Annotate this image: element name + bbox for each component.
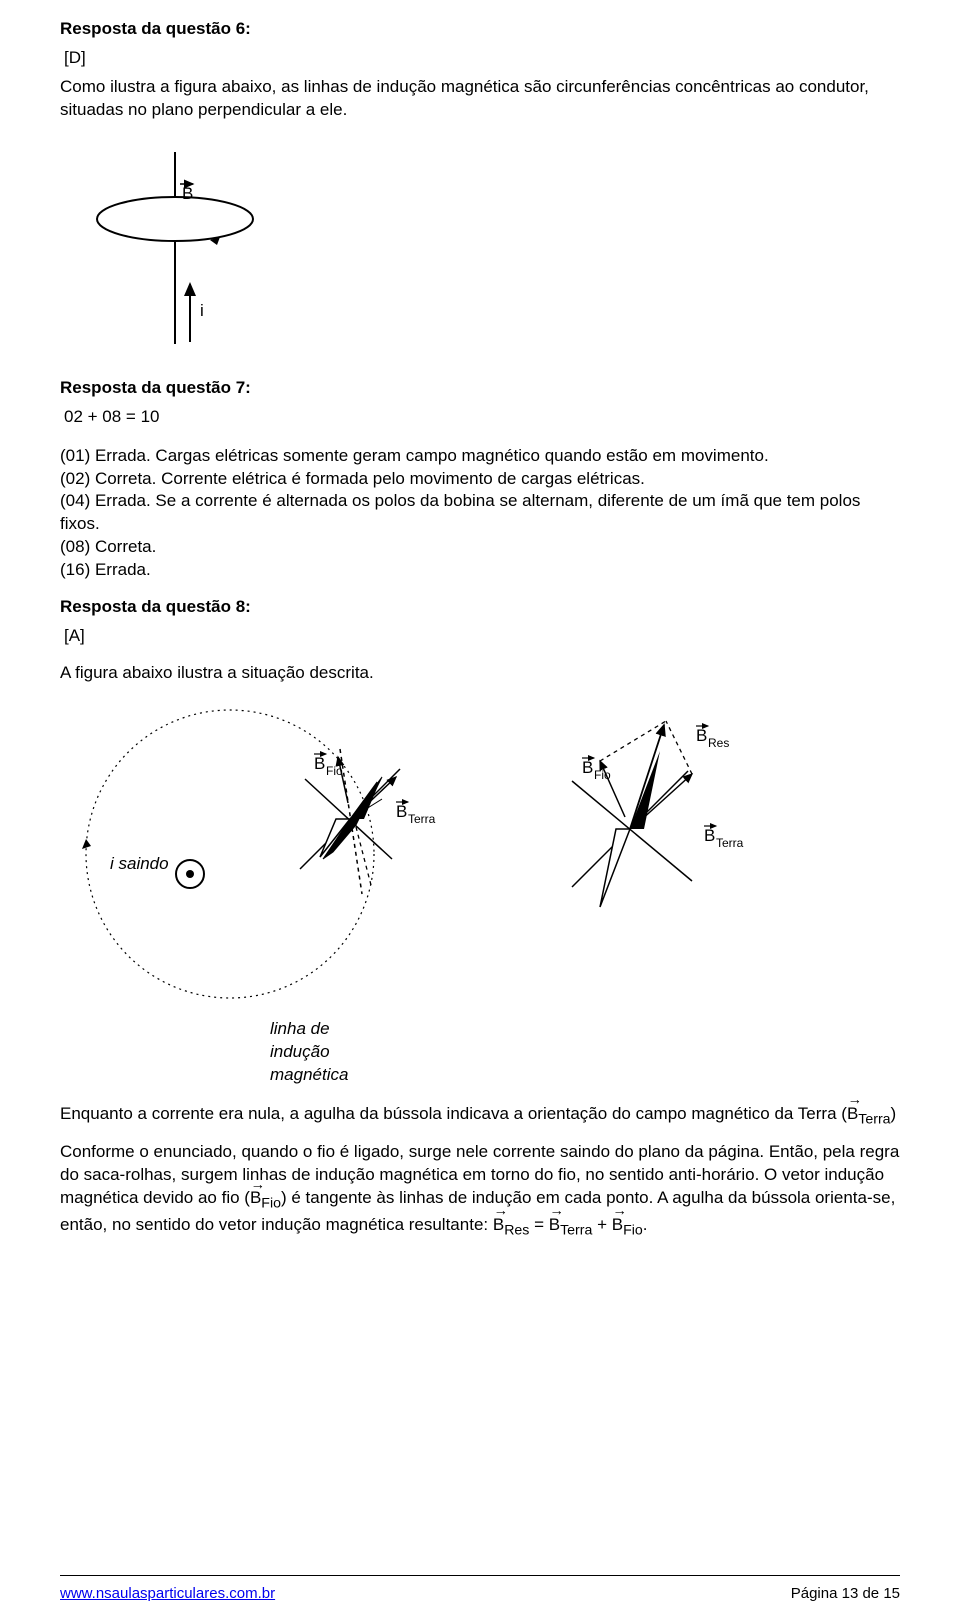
svg-text:Fio: Fio [326, 764, 343, 778]
svg-text:B: B [582, 758, 593, 777]
q6-heading: Resposta da questão 6: [60, 18, 900, 41]
q7-item-2: (02) Correta. Corrente elétrica é formad… [60, 468, 900, 491]
svg-text:i saindo: i saindo [110, 854, 169, 873]
q7-sum: 02 + 08 = 10 [64, 406, 900, 429]
page-footer: www.nsaulasparticulares.com.br Página 13… [60, 1575, 900, 1616]
conclusion-p2: Conforme o enunciado, quando o fio é lig… [60, 1141, 900, 1240]
page-root: Resposta da questão 6: [D] Como ilustra … [0, 0, 960, 1616]
svg-text:Res: Res [708, 736, 729, 750]
conclusion-p1: Enquanto a corrente era nula, a agulha d… [60, 1103, 900, 1130]
content: Resposta da questão 6: [D] Como ilustra … [60, 18, 900, 1575]
q8-heading: Resposta da questão 8: [60, 596, 900, 619]
q8-intro: A figura abaixo ilustra a situação descr… [60, 662, 900, 685]
q7-item-5: (16) Errada. [60, 559, 900, 582]
q6-text: Como ilustra a figura abaixo, as linhas … [60, 76, 900, 122]
q7-item-3: (04) Errada. Se a corrente é alternada o… [60, 490, 900, 536]
footer-page-number: Página 13 de 15 [791, 1584, 900, 1604]
figure2-caption: linha de indução magnética [60, 1018, 820, 1087]
svg-text:B: B [396, 802, 407, 821]
svg-text:B: B [704, 826, 715, 845]
q6-answer: [D] [64, 47, 900, 70]
q7-item-4: (08) Correta. [60, 536, 900, 559]
svg-text:B: B [696, 726, 707, 745]
svg-text:Terra: Terra [408, 812, 436, 826]
q7-item-1: (01) Errada. Cargas elétricas somente ge… [60, 445, 900, 468]
q8-answer: [A] [64, 625, 900, 648]
svg-text:B: B [182, 184, 193, 203]
q7-heading: Resposta da questão 7: [60, 377, 900, 400]
footer-link[interactable]: www.nsaulasparticulares.com.br [60, 1584, 275, 1604]
figure-compass-field: i saindo B Fio B [60, 699, 820, 1009]
svg-text:i: i [200, 301, 204, 320]
svg-text:Fio: Fio [594, 768, 611, 782]
figure-wire-field: B i [60, 144, 320, 354]
svg-text:Terra: Terra [716, 836, 744, 850]
svg-text:B: B [314, 754, 325, 773]
